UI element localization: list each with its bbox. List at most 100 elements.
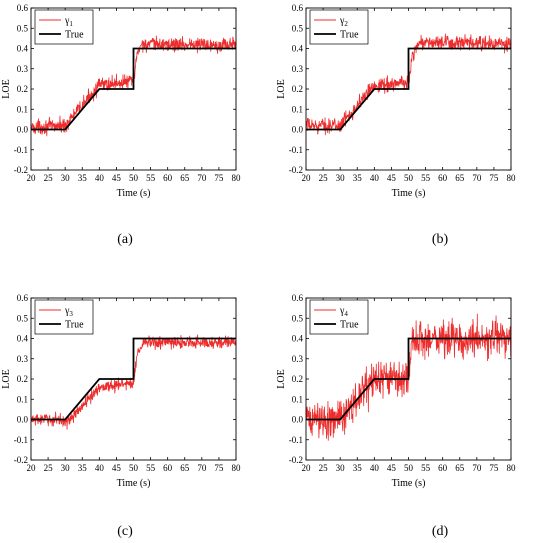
y-tick-label: 0.0 — [17, 415, 29, 425]
x-tick-label: 40 — [95, 463, 105, 473]
x-tick-label: 55 — [421, 173, 431, 183]
x-tick-label: 55 — [146, 463, 156, 473]
x-tick-label: 60 — [163, 463, 173, 473]
x-tick-label: 75 — [489, 463, 499, 473]
x-tick-label: 30 — [336, 173, 346, 183]
x-tick-label: 55 — [421, 463, 431, 473]
y-tick-label: 0.2 — [17, 374, 28, 384]
x-tick-label: 80 — [232, 173, 242, 183]
y-tick-label: 0.3 — [292, 354, 304, 364]
y-tick-label: 0.2 — [292, 84, 303, 94]
x-tick-label: 40 — [370, 173, 380, 183]
x-tick-label: 70 — [197, 173, 207, 183]
y-tick-label: 0.6 — [292, 293, 304, 303]
y-tick-label: 0.1 — [17, 104, 28, 114]
y-tick-label: -0.1 — [289, 145, 303, 155]
x-tick-label: 65 — [455, 463, 465, 473]
y-tick-label: 0.4 — [292, 44, 304, 54]
series-group — [306, 33, 511, 136]
y-tick-label: 0.0 — [17, 125, 29, 135]
panel-label-d: (d) — [431, 524, 449, 539]
x-tick-label: 35 — [353, 173, 363, 183]
y-tick-label: 0.5 — [292, 313, 304, 323]
y-tick-label: 0.4 — [17, 334, 29, 344]
x-tick-label: 45 — [112, 173, 122, 183]
x-tick-label: 20 — [302, 463, 312, 473]
y-tick-label: 0.5 — [17, 23, 29, 33]
y-tick-label: 0.4 — [17, 44, 29, 54]
y-tick-label: -0.2 — [14, 455, 28, 465]
x-tick-label: 35 — [78, 463, 88, 473]
series-group — [31, 334, 236, 430]
chart-c: 20 25 30 35 40 45 50 55 60 65 70 75 80 -0.2 -0.1 0.0 0.1… — [1, 293, 242, 489]
y-axis-label: LOE — [1, 79, 12, 98]
x-tick-label: 20 — [27, 173, 37, 183]
x-tick-label: 25 — [319, 173, 329, 183]
x-tick-label: 25 — [319, 463, 329, 473]
x-tick-label: 80 — [507, 463, 517, 473]
x-axis-label: Time (s) — [117, 188, 151, 199]
y-tick-label: 0.2 — [17, 84, 28, 94]
x-tick-label: 25 — [44, 463, 54, 473]
legend-label: γ2 — [339, 16, 348, 29]
y-axis-label: LOE — [1, 369, 12, 388]
chart-a: 20 25 30 35 40 45 50 55 60 65 70 75 80 -0.2 -0.1 0.0 0.1… — [1, 3, 242, 199]
x-axis-label: Time (s) — [392, 478, 426, 489]
x-tick-label: 65 — [180, 463, 190, 473]
x-tick-label: 45 — [387, 173, 397, 183]
y-tick-label: -0.1 — [14, 145, 28, 155]
x-tick-label: 45 — [112, 463, 122, 473]
x-tick-label: 20 — [302, 173, 312, 183]
x-tick-label: 35 — [78, 173, 88, 183]
legend-label: True — [65, 30, 84, 41]
x-tick-label: 25 — [44, 173, 54, 183]
y-axis-label: LOE — [276, 79, 287, 98]
y-tick-label: -0.2 — [289, 455, 303, 465]
x-tick-label: 75 — [214, 173, 224, 183]
x-tick-label: 65 — [455, 173, 465, 183]
y-tick-label: -0.1 — [289, 435, 303, 445]
x-tick-label: 60 — [163, 173, 173, 183]
y-tick-label: 0.5 — [292, 23, 304, 33]
x-tick-label: 20 — [27, 463, 37, 473]
y-tick-label: 0.3 — [17, 354, 29, 364]
x-tick-label: 75 — [214, 463, 224, 473]
x-tick-label: 30 — [61, 463, 71, 473]
x-tick-label: 70 — [472, 173, 482, 183]
x-tick-label: 50 — [404, 173, 414, 183]
y-tick-label: 0.2 — [292, 374, 303, 384]
x-tick-label: 50 — [129, 463, 139, 473]
x-tick-label: 35 — [353, 463, 363, 473]
legend-box — [34, 299, 94, 335]
y-tick-label: 0.0 — [292, 415, 304, 425]
x-tick-label: 40 — [95, 173, 105, 183]
x-axis-label: Time (s) — [117, 478, 151, 489]
x-tick-label: 70 — [197, 463, 207, 473]
y-tick-label: 0.6 — [292, 3, 304, 13]
legend-label: True — [65, 320, 84, 331]
legend-box — [34, 9, 94, 45]
x-tick-label: 50 — [404, 463, 414, 473]
series-line-gamma — [31, 334, 236, 430]
x-tick-label: 80 — [232, 463, 242, 473]
x-tick-label: 75 — [489, 173, 499, 183]
x-tick-label: 30 — [336, 463, 346, 473]
y-tick-label: 0.3 — [292, 64, 304, 74]
series-line-true — [306, 47, 511, 131]
x-tick-label: 50 — [129, 173, 139, 183]
x-tick-label: 30 — [61, 173, 71, 183]
y-tick-label: 0.3 — [17, 64, 29, 74]
panel-label-c: (c) — [117, 524, 133, 539]
series-group — [306, 313, 511, 441]
x-tick-label: 60 — [438, 463, 448, 473]
y-tick-label: 0.0 — [292, 125, 304, 135]
y-axis-label: LOE — [276, 369, 287, 388]
x-tick-label: 80 — [507, 173, 517, 183]
x-tick-label: 55 — [146, 173, 156, 183]
y-tick-label: 0.6 — [17, 293, 29, 303]
